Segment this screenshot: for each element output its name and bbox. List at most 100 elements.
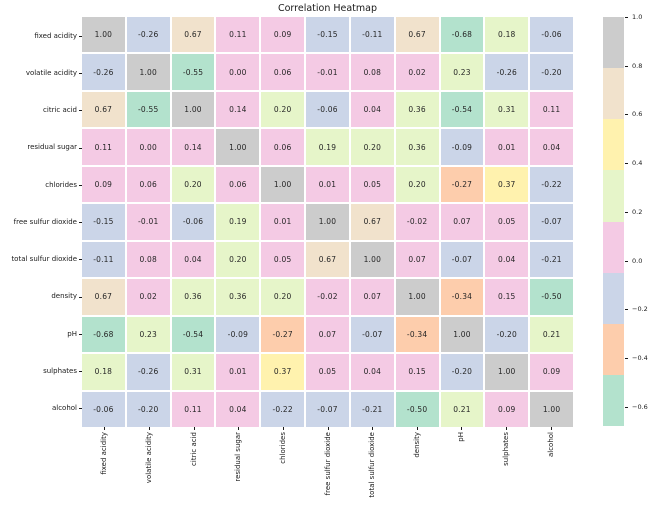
y-tick-label: citric acid	[43, 106, 77, 115]
heatmap-cell: -0.09	[216, 316, 260, 353]
heatmap-cell: 0.11	[82, 129, 125, 165]
colorbar-tick-label: 0.6	[632, 110, 643, 119]
heatmap-cell: 1.00	[485, 354, 529, 390]
y-tick-label: free sulfur dioxide	[13, 217, 77, 226]
heatmap-cell: -0.02	[395, 204, 439, 240]
heatmap-cell: 0.02	[126, 279, 170, 315]
x-tick-label: chlorides	[278, 432, 287, 464]
heatmap-cell: 0.20	[261, 279, 305, 315]
heatmap-cell: -0.20	[126, 391, 170, 427]
heatmap-cell: 0.36	[216, 279, 260, 315]
colorbar-tick-label: 0.8	[632, 61, 643, 70]
x-tick-label: free sulfur dioxide	[323, 432, 332, 496]
y-tick-mark	[79, 147, 82, 149]
heatmap-cell: -0.09	[440, 129, 484, 165]
heatmap-cell: 0.07	[440, 204, 484, 240]
y-tick-label: chlorides	[45, 180, 77, 189]
heatmap-cell: 0.08	[350, 54, 394, 90]
heatmap-cell: 0.04	[485, 241, 529, 278]
colorbar-band	[603, 323, 624, 375]
heatmap-cell: -0.55	[171, 54, 215, 90]
colorbar-tick-mark	[625, 309, 628, 311]
colorbar-tick-label: −0.6	[632, 402, 648, 411]
x-tick-mark	[506, 427, 507, 430]
heatmap-cell: 0.05	[350, 166, 394, 203]
colorbar-tick-mark	[625, 406, 628, 408]
heatmap-cell: 0.20	[216, 241, 260, 278]
colorbar-band	[603, 17, 624, 69]
heatmap-cell: 0.67	[171, 17, 215, 53]
heatmap-cell: -0.34	[395, 316, 439, 353]
heatmap-cell: -0.21	[350, 391, 394, 427]
heatmap-cell: 0.14	[216, 91, 260, 128]
heatmap-cell: 0.20	[350, 129, 394, 165]
heatmap-cell: 0.11	[216, 17, 260, 53]
heatmap-cell: 0.37	[261, 354, 305, 390]
heatmap-cell: -0.02	[306, 279, 349, 315]
heatmap-cell: 0.01	[306, 166, 349, 203]
heatmap-cell: 1.00	[126, 54, 170, 90]
heatmap-cell: 0.67	[82, 91, 125, 128]
heatmap-cell: 0.18	[82, 354, 125, 390]
heatmap-cell: 0.00	[126, 129, 170, 165]
heatmap-cell: 0.04	[216, 391, 260, 427]
colorbar-tick-label: 0.0	[632, 256, 643, 265]
heatmap-cell: -0.54	[440, 91, 484, 128]
heatmap-cell: 0.20	[171, 166, 215, 203]
heatmap-cell: -0.07	[440, 241, 484, 278]
colorbar-band	[603, 68, 624, 120]
x-tick-label: sulphates	[502, 432, 510, 466]
heatmap-cell: -0.55	[126, 91, 170, 128]
heatmap-cell: 1.00	[306, 204, 349, 240]
y-tick-mark	[79, 333, 82, 335]
heatmap-cell: 0.67	[350, 204, 394, 240]
heatmap-cell: 0.05	[261, 241, 305, 278]
x-tick-label: total sulfur dioxide	[368, 432, 377, 498]
colorbar-tick-mark	[625, 357, 628, 359]
heatmap-cell: 0.31	[171, 354, 215, 390]
heatmap-cell: 0.15	[485, 279, 529, 315]
x-tick-mark	[372, 427, 374, 430]
heatmap-cell: 0.20	[261, 91, 305, 128]
heatmap-cell: 0.21	[530, 316, 573, 353]
x-tick-mark	[327, 427, 329, 430]
heatmap-cell: -0.68	[82, 316, 125, 353]
heatmap-cell: -0.11	[350, 17, 394, 53]
colorbar-tick-mark	[625, 260, 628, 262]
heatmap-cell: -0.06	[171, 204, 215, 240]
chart-title: Correlation Heatmap	[277, 3, 378, 14]
heatmap-cell: -0.07	[306, 391, 349, 427]
y-tick-label: sulphates	[43, 367, 77, 376]
heatmap-cell: -0.01	[306, 54, 349, 90]
y-tick-label: alcohol	[51, 404, 77, 413]
y-tick-mark	[79, 35, 82, 37]
colorbar-tick-label: 0.2	[632, 207, 643, 216]
heatmap-cell: 0.67	[82, 279, 125, 315]
heatmap-cell: 0.36	[171, 279, 215, 315]
heatmap-cell: -0.20	[485, 316, 529, 353]
heatmap-cell: 0.05	[306, 354, 349, 390]
colorbar-tick-mark	[625, 211, 628, 213]
heatmap-cell: -0.06	[306, 91, 349, 128]
colorbar-tick-label: 0.4	[632, 159, 643, 168]
heatmap-cell: 0.15	[395, 354, 439, 390]
y-tick-mark	[79, 72, 82, 74]
heatmap-cell: 0.06	[261, 129, 305, 165]
y-tick-mark	[79, 296, 82, 298]
colorbar-band	[603, 170, 624, 222]
colorbar-tick-label: −0.4	[632, 353, 648, 362]
heatmap-cell: -0.27	[261, 316, 305, 353]
heatmap-cell: 0.21	[440, 391, 484, 427]
heatmap-cell: 0.04	[171, 241, 215, 278]
heatmap-cell: 1.00	[82, 17, 125, 53]
heatmap-cell: 0.23	[126, 316, 170, 353]
heatmap-cell: -0.50	[530, 279, 573, 315]
heatmap-cell: 0.00	[216, 54, 260, 90]
colorbar-tick-mark	[625, 65, 628, 67]
x-tick-label: fixed acidity	[100, 432, 109, 475]
x-tick-label: pH	[457, 432, 466, 442]
heatmap-cell: -0.27	[440, 166, 484, 203]
heatmap-cell: 0.31	[485, 91, 529, 128]
heatmap-cell: -0.26	[126, 354, 170, 390]
colorbar-tick-label: −0.2	[632, 305, 648, 314]
